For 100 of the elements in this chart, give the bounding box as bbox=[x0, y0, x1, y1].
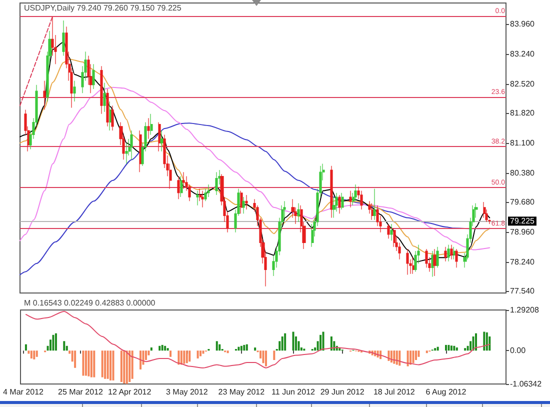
bar bbox=[418, 350, 420, 357]
x-tick-label: 25 Mar 2012 bbox=[58, 388, 104, 396]
candlestick bbox=[453, 246, 456, 260]
candlestick bbox=[125, 142, 128, 164]
bar bbox=[434, 348, 436, 351]
bar bbox=[178, 350, 180, 365]
bar bbox=[161, 344, 164, 351]
line-series bbox=[20, 86, 490, 250]
bar bbox=[170, 350, 172, 357]
ref-line-label: 79.225 bbox=[510, 216, 536, 226]
bar bbox=[82, 350, 84, 376]
bar bbox=[123, 350, 126, 384]
candlestick bbox=[393, 228, 396, 248]
bar bbox=[483, 332, 486, 351]
candlestick bbox=[150, 114, 153, 136]
candlestick bbox=[297, 202, 300, 222]
candlestick bbox=[111, 105, 114, 131]
y-tick-label: 78.960 bbox=[510, 227, 536, 236]
bar bbox=[101, 350, 104, 378]
bar bbox=[188, 350, 191, 362]
bar bbox=[186, 350, 188, 364]
bar bbox=[243, 344, 246, 351]
candlestick bbox=[341, 192, 344, 210]
bar bbox=[93, 350, 96, 378]
bar bbox=[412, 350, 414, 364]
bar bbox=[264, 350, 267, 366]
bar bbox=[281, 336, 284, 351]
bar bbox=[183, 350, 186, 364]
candlestick bbox=[354, 184, 357, 202]
candlestick bbox=[160, 130, 164, 152]
candlestick bbox=[180, 176, 183, 198]
candlestick bbox=[106, 88, 109, 127]
candlestick bbox=[182, 172, 185, 190]
bar bbox=[284, 333, 286, 351]
candlestick bbox=[483, 202, 486, 218]
y-tick-label: 81.820 bbox=[510, 108, 536, 118]
bar bbox=[218, 344, 221, 351]
bar bbox=[456, 347, 458, 351]
x-tick-label: 6 Aug 2012 bbox=[426, 388, 467, 396]
candlestick bbox=[371, 202, 374, 220]
bar bbox=[396, 350, 398, 365]
bar bbox=[54, 333, 57, 351]
y-tick-label: 0.00 bbox=[510, 346, 526, 356]
candlestick bbox=[196, 190, 199, 206]
bar bbox=[88, 350, 90, 376]
candlestick bbox=[330, 166, 333, 218]
candlestick bbox=[436, 246, 439, 268]
bar bbox=[436, 346, 439, 351]
bar bbox=[104, 350, 106, 379]
bar bbox=[74, 350, 76, 368]
y-tick-label: 83.960 bbox=[510, 20, 536, 29]
y-tick-label: 81.100 bbox=[510, 138, 536, 148]
bar bbox=[24, 344, 27, 351]
bar bbox=[448, 344, 450, 351]
bar bbox=[254, 347, 256, 351]
x-tick-label: 18 Jul 2012 bbox=[373, 388, 416, 396]
x-tick-label: 3 May 2012 bbox=[166, 388, 208, 396]
bar bbox=[106, 350, 109, 379]
bar bbox=[486, 332, 488, 351]
bar bbox=[216, 341, 218, 351]
y-tick-label: 77.540 bbox=[510, 286, 536, 296]
candlestick bbox=[240, 190, 243, 214]
bar bbox=[398, 350, 401, 366]
candlestick bbox=[425, 248, 428, 268]
bar bbox=[112, 350, 114, 380]
candlestick bbox=[177, 176, 180, 200]
bar bbox=[338, 348, 341, 351]
bar bbox=[453, 346, 456, 351]
bar bbox=[196, 350, 199, 358]
candlestick bbox=[406, 248, 409, 276]
candlestick bbox=[242, 196, 245, 214]
bar bbox=[90, 350, 92, 378]
bar bbox=[150, 347, 152, 351]
candlestick bbox=[245, 194, 248, 210]
y-tick-label: 82.520 bbox=[510, 80, 536, 89]
candlestick bbox=[147, 118, 150, 140]
candlestick bbox=[109, 101, 112, 131]
x-tick-label: 12 Apr 2012 bbox=[108, 388, 152, 396]
y-tick-label: -1.06342 bbox=[510, 380, 542, 388]
bar bbox=[414, 350, 417, 360]
candlestick bbox=[390, 224, 393, 241]
bar bbox=[84, 350, 87, 376]
y-tick-label: 79.680 bbox=[510, 198, 536, 207]
bar bbox=[128, 350, 131, 382]
candlestick bbox=[349, 190, 352, 208]
bar bbox=[131, 350, 134, 379]
candlestick bbox=[100, 66, 103, 114]
candlestick bbox=[387, 224, 390, 239]
bar bbox=[200, 350, 202, 356]
candlestick bbox=[215, 172, 218, 196]
bar bbox=[322, 332, 324, 351]
chart-title: USDJPY,Daily 79.240 79.260 79.150 79.225 bbox=[24, 4, 182, 12]
bar bbox=[30, 350, 32, 358]
bar bbox=[126, 350, 128, 384]
candlestick bbox=[431, 250, 434, 278]
bar bbox=[393, 350, 396, 364]
candlestick bbox=[139, 130, 142, 172]
bar bbox=[273, 350, 276, 360]
bar bbox=[488, 336, 491, 351]
candlestick bbox=[204, 188, 207, 202]
